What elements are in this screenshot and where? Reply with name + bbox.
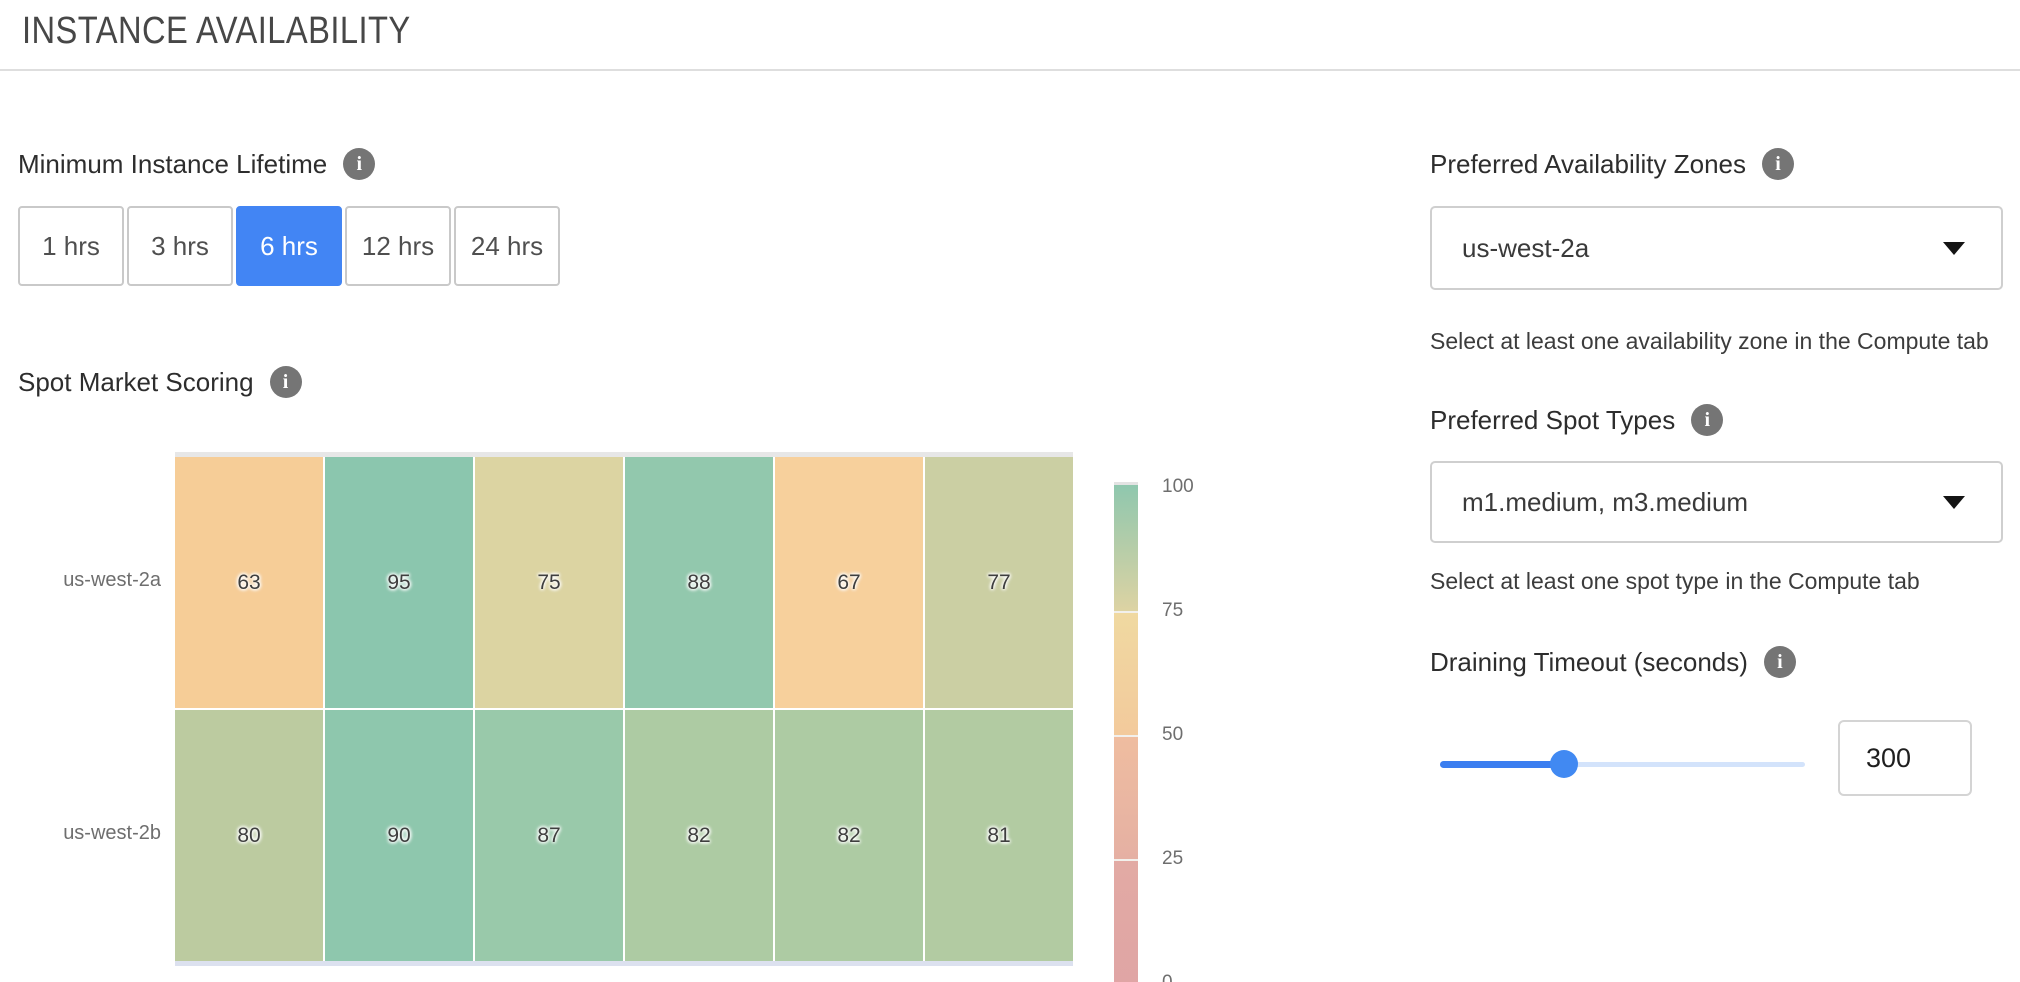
lifetime-button-24-hrs[interactable]: 24 hrs <box>454 206 560 286</box>
preferred-spot-types-label-row: Preferred Spot Types i <box>1430 400 1724 440</box>
lifetime-button-12-hrs[interactable]: 12 hrs <box>345 206 451 286</box>
heatmap-cell[interactable]: 95 <box>325 457 473 708</box>
heatmap-cell[interactable]: 67 <box>775 457 923 708</box>
preferred-spot-types-label: Preferred Spot Types <box>1430 404 1676 435</box>
heatmap-cell[interactable]: 87 <box>475 710 623 961</box>
draining-timeout-label-row: Draining Timeout (seconds) i <box>1430 642 1796 682</box>
heatmap-cell[interactable]: 82 <box>775 710 923 961</box>
spot-types-select-value: m1.medium, m3.medium <box>1462 486 1749 517</box>
availability-zones-select[interactable]: us-west-2a <box>1430 206 2003 290</box>
preferred-availability-zones-label-row: Preferred Availability Zones i <box>1430 144 1795 184</box>
heatmap-top-strip <box>175 452 1073 457</box>
heatmap-cell[interactable]: 63 <box>175 457 323 708</box>
spot-types-select[interactable]: m1.medium, m3.medium <box>1430 461 2003 543</box>
slider-thumb[interactable] <box>1550 750 1578 778</box>
heatmap-plot-area: 63 95 75 88 67 77 80 90 87 82 82 81 <box>175 452 1073 966</box>
draining-timeout-slider[interactable] <box>1440 740 1805 788</box>
lifetime-button-1-hrs[interactable]: 1 hrs <box>18 206 124 286</box>
heatmap-row-label: us-west-2b <box>63 822 161 844</box>
slider-track-fill <box>1440 761 1564 768</box>
slider-track[interactable] <box>1440 762 1805 767</box>
colorbar-tick-label: 100 <box>1162 476 1194 497</box>
heatmap-cell-value: 80 <box>237 823 261 847</box>
colorbar-segment <box>1114 613 1138 735</box>
minimum-instance-lifetime-label: Minimum Instance Lifetime <box>18 148 328 179</box>
heatmap-cell-value: 81 <box>987 823 1011 847</box>
spot-types-helper: Select at least one spot type in the Com… <box>1430 568 1920 594</box>
colorbar-separator <box>1114 611 1138 613</box>
heatmap-bottom-strip <box>175 961 1073 966</box>
chevron-down-icon <box>1943 495 1965 509</box>
heatmap-cell[interactable]: 77 <box>925 457 1073 708</box>
heatmap-cell[interactable]: 90 <box>325 710 473 961</box>
preferred-availability-zones-label: Preferred Availability Zones <box>1430 148 1747 179</box>
lifetime-button-group: 1 hrs 3 hrs 6 hrs 12 hrs 24 hrs <box>18 206 560 286</box>
heatmap-cell-value: 82 <box>687 823 711 847</box>
heatmap-cell[interactable]: 75 <box>475 457 623 708</box>
info-icon[interactable]: i <box>343 148 376 180</box>
heatmap-cell-value: 90 <box>387 823 411 847</box>
spot-market-heatmap: us-west-2a us-west-2b 63 95 75 88 67 77 80 90 87 8… <box>18 452 1073 966</box>
info-icon[interactable]: i <box>269 366 302 398</box>
heatmap-cell-value: 63 <box>237 570 261 594</box>
heatmap-grid: 63 95 75 88 67 77 80 90 87 82 82 81 <box>175 457 1073 961</box>
spot-market-scoring-label: Spot Market Scoring <box>18 366 254 397</box>
info-icon[interactable]: i <box>1691 404 1724 436</box>
header-divider <box>0 69 2020 71</box>
lifetime-button-6-hrs[interactable]: 6 hrs <box>236 206 342 286</box>
heatmap-cell-value: 75 <box>537 570 561 594</box>
heatmap-cell-value: 88 <box>687 570 711 594</box>
colorbar-cap <box>1114 482 1138 485</box>
draining-timeout-label: Draining Timeout (seconds) <box>1430 646 1748 677</box>
heatmap-cell-value: 87 <box>537 823 561 847</box>
heatmap-cell[interactable]: 81 <box>925 710 1073 961</box>
heatmap-cell-value: 82 <box>837 823 861 847</box>
colorbar-tick-label: 25 <box>1162 848 1184 869</box>
colorbar-segment <box>1114 737 1138 859</box>
heatmap-colorbar <box>1114 482 1138 982</box>
draining-timeout-input[interactable]: 300 <box>1838 720 1972 796</box>
heatmap-cell[interactable]: 88 <box>625 457 773 708</box>
heatmap-cell[interactable]: 80 <box>175 710 323 961</box>
availability-zones-select-value: us-west-2a <box>1462 232 1590 263</box>
heatmap-cell-value: 95 <box>387 570 411 594</box>
page-title: INSTANCE AVAILABILITY <box>22 10 411 52</box>
heatmap-row-labels: us-west-2a us-west-2b <box>18 452 175 966</box>
heatmap-cell-value: 67 <box>837 570 861 594</box>
colorbar-separator <box>1114 859 1138 861</box>
availability-zones-helper: Select at least one availability zone in… <box>1430 328 1989 354</box>
chevron-down-icon <box>1943 241 1965 255</box>
info-icon[interactable]: i <box>1762 148 1795 180</box>
colorbar-separator <box>1114 735 1138 737</box>
spot-market-scoring-label-row: Spot Market Scoring i <box>18 362 302 402</box>
info-icon[interactable]: i <box>1763 646 1796 678</box>
heatmap-cell-value: 77 <box>987 570 1011 594</box>
colorbar-tick-label: 75 <box>1162 600 1184 621</box>
colorbar-segment <box>1114 485 1138 611</box>
colorbar-tick-label: 0 <box>1162 970 1232 982</box>
heatmap-row-label: us-west-2a <box>63 569 161 591</box>
heatmap-cell[interactable]: 82 <box>625 710 773 961</box>
colorbar-segment <box>1114 861 1138 982</box>
colorbar-tick-label: 50 <box>1162 724 1184 745</box>
minimum-instance-lifetime-label-row: Minimum Instance Lifetime i <box>18 144 376 184</box>
draining-timeout-value: 300 <box>1866 742 1912 773</box>
lifetime-button-3-hrs[interactable]: 3 hrs <box>127 206 233 286</box>
